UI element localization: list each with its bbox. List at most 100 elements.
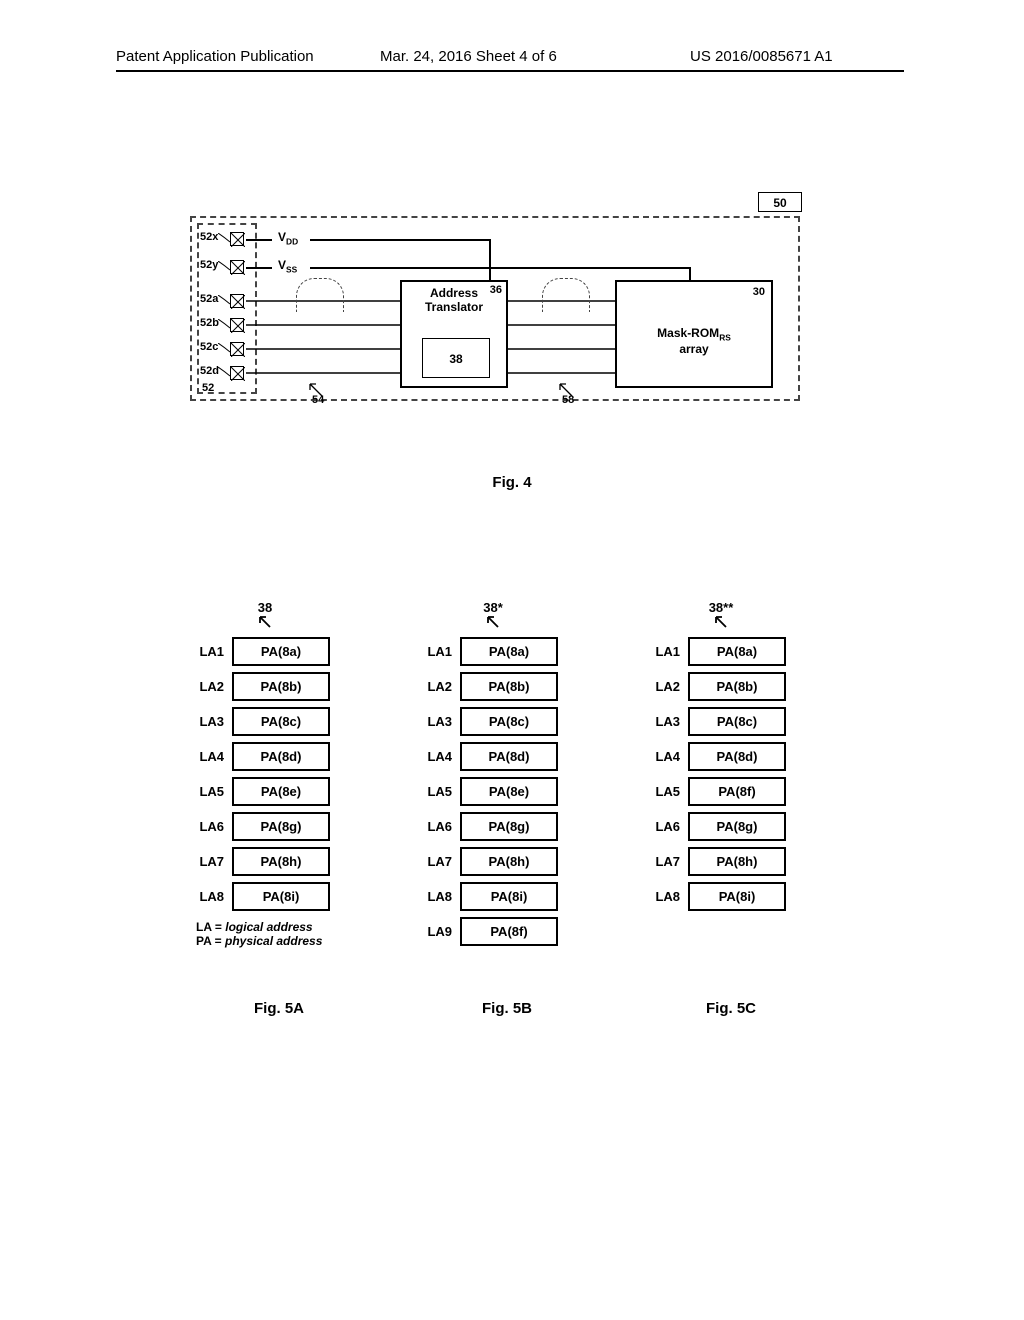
leader-52d [218,367,232,381]
ref-30: 30 [753,286,765,298]
table-38starstar: 38** LA1PA(8a)LA2PA(8b)LA3PA(8c)LA4PA(8d… [636,600,806,914]
table-row: LA1PA(8a) [408,634,578,669]
fig5a-caption: Fig. 5A [254,1000,304,1017]
pa-cell: PA(8e) [460,777,558,806]
table-row: LA3PA(8c) [180,704,350,739]
bus54-dashed-arc [296,278,344,312]
inner-38-box: 38 [422,338,490,378]
pa-cell: PA(8a) [232,637,330,666]
table-row: LA3PA(8c) [408,704,578,739]
pa-cell: PA(8d) [688,742,786,771]
table-38star: 38* LA1PA(8a)LA2PA(8b)LA3PA(8c)LA4PA(8d)… [408,600,578,949]
vss-wire-stub [246,267,272,269]
la-cell: LA6 [180,819,232,834]
pa-cell: PA(8h) [232,847,330,876]
pa-cell: PA(8b) [232,672,330,701]
la-cell: LA8 [180,889,232,904]
table-row: LA8PA(8i) [408,879,578,914]
table-row: LA6PA(8g) [636,809,806,844]
la-cell: LA1 [180,644,232,659]
table-row: LA7PA(8h) [408,844,578,879]
pa-cell: PA(8i) [232,882,330,911]
la-cell: LA5 [180,784,232,799]
pa-cell: PA(8i) [460,882,558,911]
vss-drop [689,267,691,280]
table-row: LA7PA(8h) [636,844,806,879]
pa-cell: PA(8f) [688,777,786,806]
ref-50: 50 [758,192,802,212]
pa-cell: PA(8d) [232,742,330,771]
pa-cell: PA(8h) [460,847,558,876]
pa-cell: PA(8a) [460,637,558,666]
la-cell: LA3 [636,714,688,729]
table-row: LA8PA(8i) [180,879,350,914]
table-38-body: LA1PA(8a)LA2PA(8b)LA3PA(8c)LA4PA(8d)LA5P… [180,634,350,914]
ref-52: 52 [202,382,214,394]
table-row: LA1PA(8a) [636,634,806,669]
addr-title: Address Translator [402,286,506,314]
table-row: LA8PA(8i) [636,879,806,914]
pad-52a [230,294,244,308]
table-row: LA6PA(8g) [180,809,350,844]
table-row: LA5PA(8f) [636,774,806,809]
table-row: LA2PA(8b) [636,669,806,704]
table-row: LA9PA(8f) [408,914,578,949]
rom-title: Mask-ROMRS array [617,326,771,356]
la-cell: LA7 [636,854,688,869]
leader-58 [558,382,574,398]
pa-cell: PA(8f) [460,917,558,946]
la-cell: LA5 [408,784,460,799]
la-cell: LA2 [180,679,232,694]
fig4-caption: Fig. 4 [0,474,1024,491]
vdd-wire-stub [246,239,272,241]
table-row: LA3PA(8c) [636,704,806,739]
ref-52c: 52c [200,341,218,353]
table-row: LA5PA(8e) [408,774,578,809]
vss-wire [310,267,690,269]
la-cell: LA3 [180,714,232,729]
header-center: Mar. 24, 2016 Sheet 4 of 6 [380,48,557,65]
vdd-drop [489,239,491,280]
la-cell: LA8 [408,889,460,904]
la-cell: LA5 [636,784,688,799]
vdd-label: VDD [278,230,298,246]
table-38star-body: LA1PA(8a)LA2PA(8b)LA3PA(8c)LA4PA(8d)LA5P… [408,634,578,949]
pad-52x [230,232,244,246]
leader-54 [308,382,324,398]
table-row: LA5PA(8e) [180,774,350,809]
vdd-wire [310,239,490,241]
pa-cell: PA(8d) [460,742,558,771]
table-row: LA6PA(8g) [408,809,578,844]
la-cell: LA4 [636,749,688,764]
la-cell: LA8 [636,889,688,904]
pa-cell: PA(8i) [688,882,786,911]
leader-52b [218,319,232,333]
la-cell: LA3 [408,714,460,729]
pa-cell: PA(8a) [688,637,786,666]
bus58-dashed-arc [542,278,590,312]
table-row: LA7PA(8h) [180,844,350,879]
table-38starstar-header: 38** [636,600,806,632]
pa-cell: PA(8c) [232,707,330,736]
header-rule [116,70,904,72]
pa-cell: PA(8e) [232,777,330,806]
la-cell: LA7 [180,854,232,869]
pad-52y [230,260,244,274]
la-cell: LA1 [636,644,688,659]
arrow-icon [714,615,728,629]
pa-cell: PA(8h) [688,847,786,876]
vss-label: VSS [278,258,297,274]
pa-cell: PA(8c) [688,707,786,736]
pa-cell: PA(8b) [688,672,786,701]
pa-cell: PA(8c) [460,707,558,736]
arrow-icon [486,615,500,629]
fig4-diagram: 50 52 52x 52y 52a 52b 52c 52d VDD VSS 54… [190,216,800,436]
pa-cell: PA(8b) [460,672,558,701]
la-cell: LA4 [408,749,460,764]
pad-52d [230,366,244,380]
table-row: LA4PA(8d) [636,739,806,774]
pad-52c [230,342,244,356]
table-38-header: 38 [180,600,350,632]
leader-52c [218,343,232,357]
table-row: LA2PA(8b) [180,669,350,704]
